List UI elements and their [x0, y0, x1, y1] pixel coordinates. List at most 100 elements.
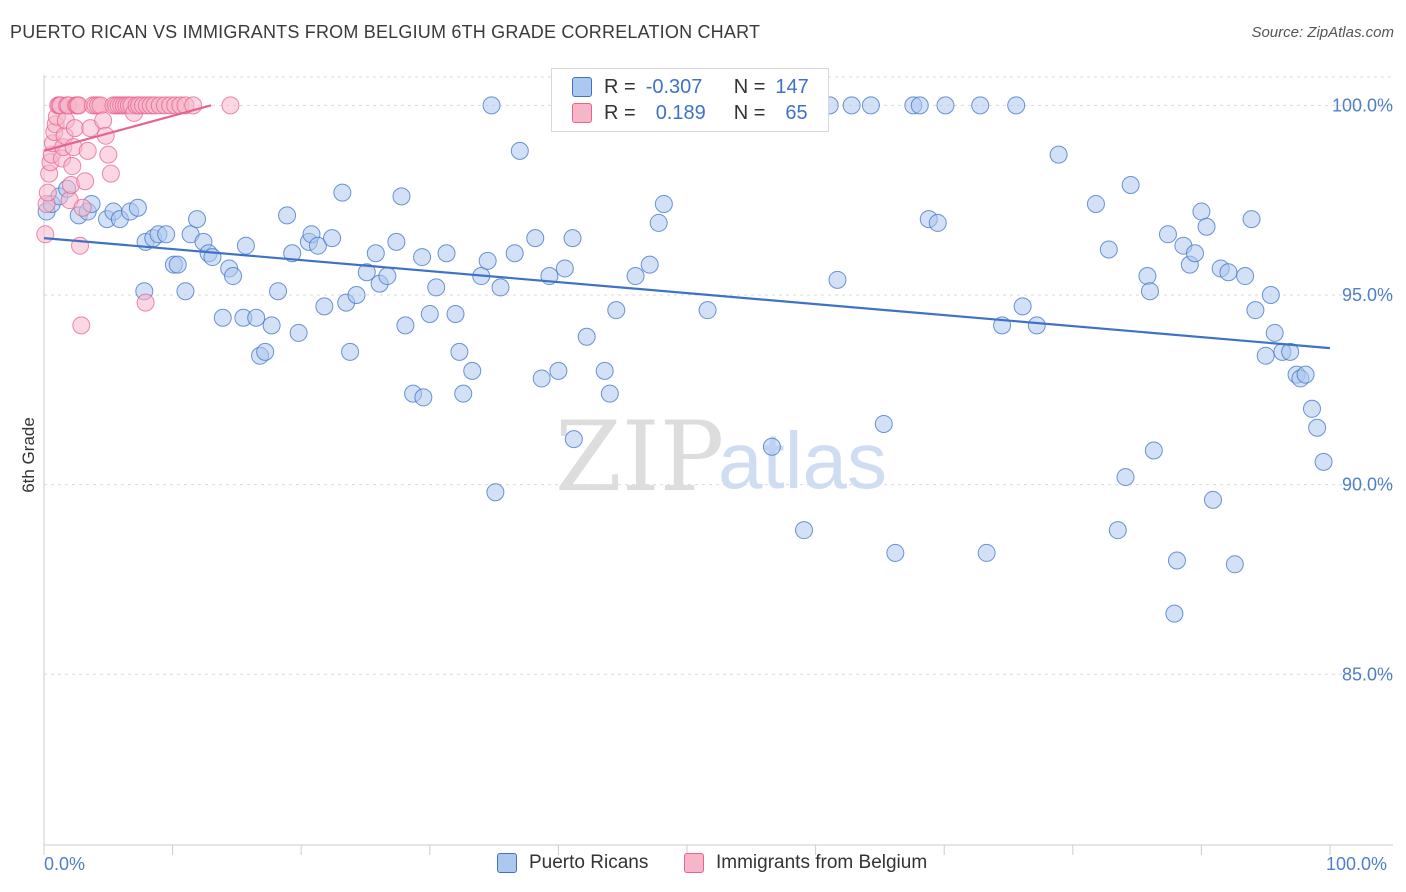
data-point — [1302, 399, 1321, 418]
data-point — [188, 210, 207, 229]
data-point — [486, 483, 505, 502]
data-point — [595, 361, 614, 380]
data-point — [1144, 441, 1163, 460]
grid-lines — [44, 76, 1393, 675]
data-point — [1099, 240, 1118, 259]
data-point — [262, 316, 281, 335]
n-value: 65 — [785, 101, 808, 124]
data-point — [454, 384, 473, 403]
legend-item-belgium: Immigrants from Belgium — [684, 852, 927, 874]
data-point — [72, 316, 91, 335]
data-point — [392, 187, 411, 206]
data-point — [136, 293, 155, 312]
data-point — [1192, 202, 1211, 221]
data-point — [491, 278, 510, 297]
r-value: 0.189 — [655, 101, 706, 124]
data-point — [626, 267, 645, 286]
r-value: -0.307 — [645, 75, 703, 98]
data-point — [1236, 267, 1255, 286]
x-tick-label-min: 0.0% — [44, 854, 85, 874]
data-point — [176, 282, 195, 301]
series-puerto-ricans — [37, 96, 1333, 623]
data-point — [482, 96, 501, 115]
data-point — [315, 297, 334, 316]
data-point — [1167, 551, 1186, 570]
data-point — [1296, 365, 1315, 384]
data-point — [1165, 604, 1184, 623]
data-point — [861, 96, 880, 115]
data-point — [221, 96, 240, 115]
data-point — [1007, 96, 1026, 115]
data-point — [1261, 286, 1280, 304]
y-tick-label: 90.0% — [1342, 475, 1393, 495]
data-point — [762, 437, 781, 456]
data-point — [463, 361, 482, 380]
data-point — [510, 141, 529, 160]
data-point — [1246, 301, 1265, 320]
data-point — [224, 267, 243, 286]
data-point — [1265, 323, 1284, 342]
data-point — [928, 213, 947, 232]
data-point — [213, 308, 232, 327]
data-point — [607, 301, 626, 320]
data-point — [1108, 521, 1127, 540]
data-point — [549, 361, 568, 380]
data-point — [1086, 194, 1105, 213]
data-point — [450, 342, 469, 361]
data-point — [910, 96, 929, 115]
correlation-legend: R = -0.307 N = 147 R = 0.189 N = 65 — [551, 68, 829, 132]
data-point — [842, 96, 861, 115]
legend-label: Puerto Ricans — [529, 852, 649, 873]
data-point — [577, 327, 596, 346]
data-point — [1242, 210, 1261, 229]
data-point — [73, 198, 92, 217]
y-tick-label: 95.0% — [1342, 285, 1393, 305]
data-point — [323, 229, 342, 248]
data-point — [1158, 225, 1177, 244]
data-point — [1203, 490, 1222, 509]
data-point — [236, 236, 255, 255]
data-point — [366, 244, 385, 263]
data-point — [828, 270, 847, 289]
data-point — [654, 194, 673, 213]
data-point — [1116, 468, 1135, 487]
data-point — [555, 259, 574, 278]
legend-row-puerto-ricans: R = -0.307 N = 147 — [572, 75, 809, 99]
data-point — [936, 96, 955, 115]
data-point — [414, 388, 433, 407]
x-tick-label-max: 100.0% — [1326, 854, 1387, 874]
data-point — [505, 244, 524, 263]
data-point — [36, 225, 55, 244]
data-point — [101, 164, 120, 183]
data-point — [76, 172, 95, 191]
data-point — [640, 255, 659, 274]
data-point — [1314, 452, 1333, 471]
data-point — [256, 342, 275, 361]
data-point — [99, 145, 118, 164]
data-point — [446, 304, 465, 323]
data-point — [378, 267, 397, 286]
n-label: N = — [733, 101, 766, 124]
legend-item-puerto-ricans: Puerto Ricans — [497, 852, 648, 874]
data-point — [795, 521, 814, 540]
data-point — [78, 141, 97, 160]
data-point — [396, 316, 415, 335]
data-point — [437, 244, 456, 263]
data-point — [1121, 176, 1140, 194]
data-point — [420, 304, 439, 323]
watermark-zip: ZIP — [555, 401, 724, 513]
data-point — [874, 414, 893, 433]
data-point — [1140, 282, 1159, 301]
data-point — [1308, 418, 1327, 437]
swatch-blue — [497, 853, 517, 873]
data-point — [1138, 267, 1157, 286]
y-tick-labels: 85.0% 90.0% 95.0% 100.0% — [1332, 95, 1393, 684]
data-point — [289, 323, 308, 342]
data-point — [600, 384, 619, 403]
n-value: 147 — [775, 75, 809, 98]
watermark-atlas: atlas — [718, 416, 887, 505]
data-point — [526, 229, 545, 248]
data-point — [478, 251, 497, 270]
data-point — [308, 236, 327, 255]
